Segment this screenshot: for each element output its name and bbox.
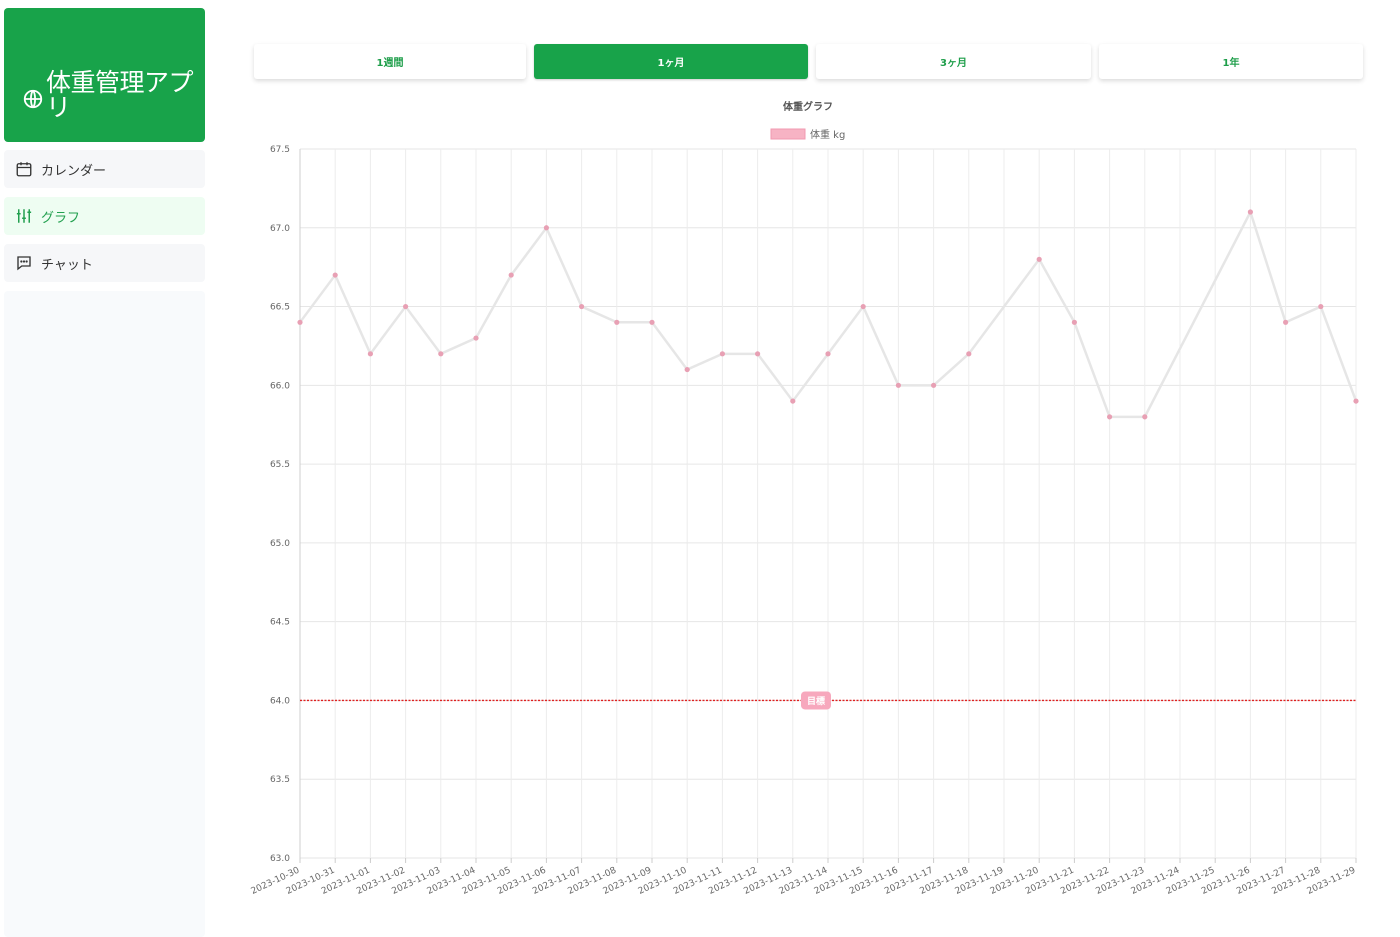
tab-1-week[interactable]: 1週間: [254, 44, 526, 79]
data-point[interactable]: [1107, 414, 1113, 420]
data-point[interactable]: [719, 351, 726, 357]
data-point[interactable]: [966, 351, 972, 357]
tab-3-months[interactable]: 3ヶ月: [816, 44, 1091, 79]
goal-badge: [801, 691, 831, 710]
sidebar-item-graph[interactable]: グラフ: [4, 197, 205, 235]
data-point[interactable]: [895, 382, 902, 388]
data-point[interactable]: [1318, 303, 1324, 310]
data-point[interactable]: [684, 366, 690, 373]
tab-1-year[interactable]: 1年: [1099, 44, 1363, 79]
y-tick-label: 67.0: [270, 224, 290, 234]
data-point[interactable]: [332, 272, 338, 278]
data-point[interactable]: [543, 225, 550, 231]
y-tick-label: 64.5: [270, 618, 290, 628]
sidebar-item-calendar[interactable]: カレンダー: [4, 150, 205, 188]
sidebar-empty-area: [4, 291, 205, 937]
sidebar-item-label: カレンダー: [41, 163, 107, 179]
data-point[interactable]: [579, 303, 585, 310]
data-point[interactable]: [473, 335, 479, 341]
data-point[interactable]: [508, 272, 514, 278]
y-tick-label: 63.0: [270, 854, 290, 864]
sidebar: 体重管理アプリ カレンダー グラフ チャット: [4, 8, 205, 937]
legend-label[interactable]: 体重 kg: [810, 128, 845, 141]
data-point[interactable]: [438, 351, 444, 357]
data-point[interactable]: [1247, 209, 1253, 215]
data-point[interactable]: [1142, 414, 1148, 420]
y-tick-label: 65.5: [270, 460, 290, 470]
sidebar-item-label: グラフ: [41, 210, 81, 226]
sliders-icon: [15, 207, 33, 225]
data-point[interactable]: [860, 303, 866, 310]
calendar-icon: [15, 160, 33, 178]
data-point[interactable]: [825, 351, 831, 357]
chat-icon: [15, 254, 33, 272]
sidebar-item-chat[interactable]: チャット: [4, 244, 205, 282]
series-line: [298, 208, 1358, 419]
globe-icon: [23, 89, 43, 109]
data-point[interactable]: [790, 398, 796, 404]
data-point[interactable]: [1283, 319, 1289, 325]
y-tick-label: 66.5: [270, 303, 290, 313]
data-point[interactable]: [297, 319, 303, 325]
data-point[interactable]: [367, 351, 373, 357]
sidebar-item-label: チャット: [41, 257, 93, 273]
y-tick-label: 67.5: [270, 145, 290, 155]
data-point[interactable]: [1071, 319, 1077, 325]
y-tick-label: 63.5: [270, 775, 290, 785]
data-point[interactable]: [755, 351, 761, 357]
data-point[interactable]: [649, 319, 655, 325]
tab-1-month[interactable]: 1ヶ月: [534, 44, 808, 79]
y-tick-label: 65.0: [270, 539, 290, 549]
goal-label: 目標: [807, 695, 825, 707]
data-point[interactable]: [1036, 256, 1042, 262]
app-brand[interactable]: 体重管理アプリ: [4, 8, 205, 142]
data-point[interactable]: [931, 382, 937, 388]
app-title: 体重管理アプリ: [46, 68, 194, 122]
chart-title: 体重グラフ: [783, 100, 833, 113]
data-point[interactable]: [1353, 398, 1359, 404]
y-tick-label: 64.0: [270, 696, 290, 706]
data-point[interactable]: [614, 319, 620, 325]
legend-swatch[interactable]: [770, 128, 806, 140]
y-tick-label: 66.0: [270, 381, 290, 391]
data-point[interactable]: [403, 303, 409, 310]
